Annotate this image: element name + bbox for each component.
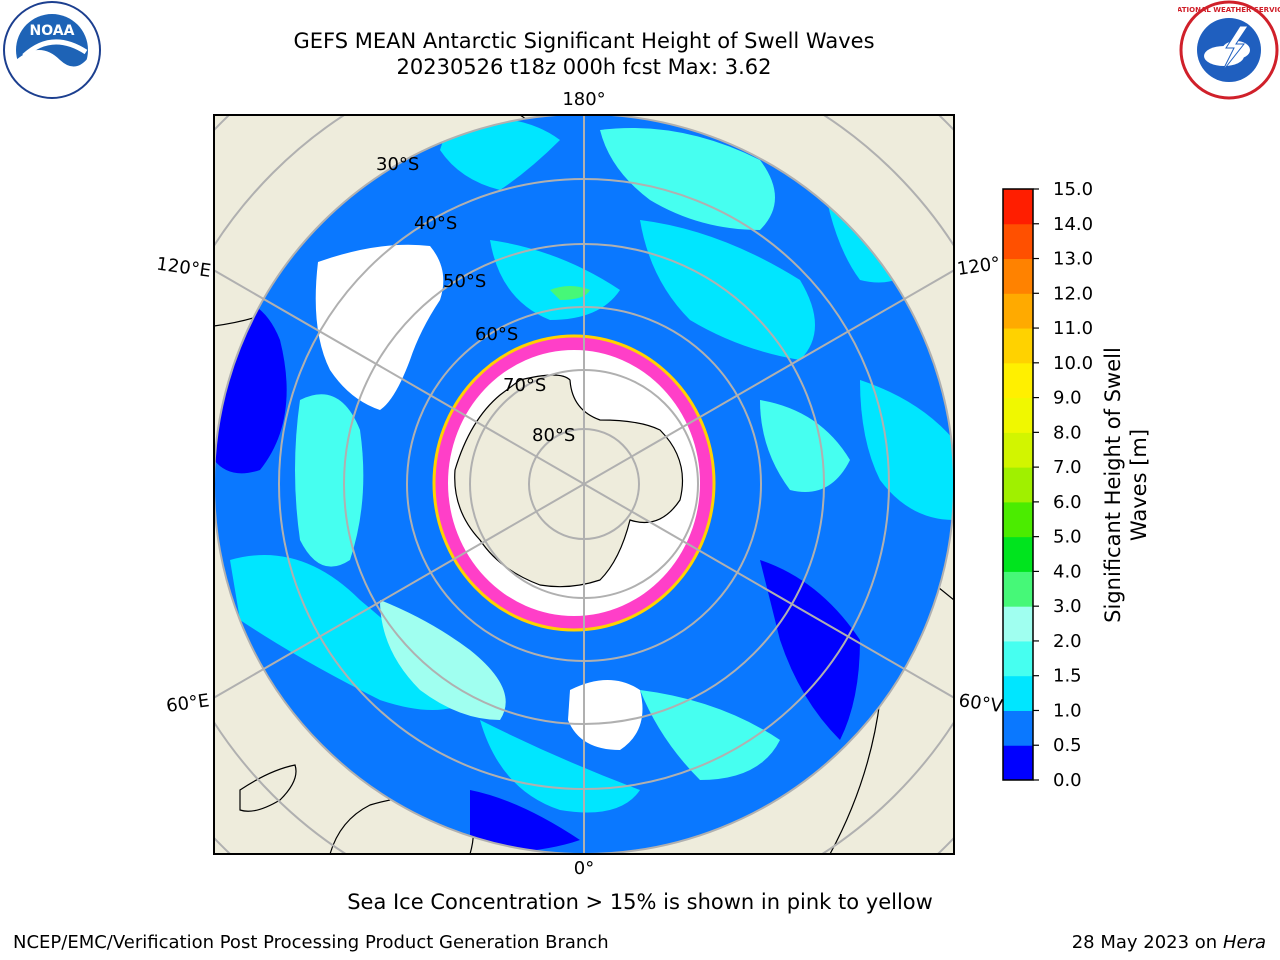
colorbar-tick-label: 0.0	[1053, 770, 1082, 791]
sea-ice-note: Sea Ice Concentration > 15% is shown in …	[347, 890, 933, 914]
colorbar-swatch	[1003, 362, 1033, 399]
colorbar-tick-label: 4.0	[1053, 561, 1082, 582]
colorbar-swatch	[1003, 640, 1033, 677]
lon-label-60e: 60°E	[165, 690, 211, 717]
kerguelen-white-mask	[568, 680, 643, 750]
colorbar-tick-label: 13.0	[1053, 249, 1093, 270]
colorbar-swatch	[1003, 223, 1033, 260]
colorbar-swatch	[1003, 258, 1033, 294]
map-title-line2: 20230526 t18z 000h fcst Max: 3.62	[396, 55, 772, 79]
colorbar-swatch	[1003, 397, 1033, 433]
colorbar-tick-label: 5.0	[1053, 527, 1082, 548]
lat-label-60: 60°S	[475, 324, 518, 345]
colorbar-title: Significant Height of Swell Waves [m]	[1100, 305, 1160, 665]
colorbar-title-line2: Waves [m]	[1127, 428, 1151, 542]
map-frame	[213, 114, 955, 855]
credit-left: NCEP/EMC/Verification Post Processing Pr…	[13, 932, 609, 953]
lon-label-60w: 60°V	[957, 690, 1004, 717]
colorbar-tick-label: 2.0	[1053, 631, 1082, 652]
colorbar-swatch	[1003, 293, 1033, 329]
antarctica-land	[454, 374, 684, 588]
colorbar-swatch	[1003, 536, 1033, 572]
lat-label-40: 40°S	[414, 213, 457, 234]
colorbar-tick-label: 9.0	[1053, 388, 1082, 409]
colorbar-tick-label: 11.0	[1053, 318, 1093, 339]
nws-logo-text: NATIONAL WEATHER SERVICE	[1178, 6, 1280, 14]
lon-label-180: 180°	[562, 89, 605, 110]
colorbar-tick-label: 7.0	[1053, 457, 1082, 478]
swell-patches	[214, 117, 954, 854]
noaa-logo: NOAA	[3, 1, 101, 99]
colorbar-tick-label: 1.0	[1053, 700, 1082, 721]
madagascar-land	[239, 764, 297, 812]
lat-label-70: 70°S	[503, 375, 546, 396]
colorbar-frame	[1002, 188, 1034, 781]
colorbar-swatch	[1003, 571, 1033, 607]
credit-right: 28 May 2023 on Hera	[1072, 932, 1266, 953]
colorbar-swatch	[1003, 606, 1033, 642]
colorbar-tick-label: 3.0	[1053, 596, 1082, 617]
colorbar-tick-label: 14.0	[1053, 214, 1093, 235]
colorbar-swatch	[1003, 675, 1033, 711]
credit-host: Hera	[1222, 932, 1266, 953]
australia-white-mask	[315, 244, 444, 410]
lat-label-30: 30°S	[376, 154, 419, 175]
lon-label-120e: 120°E	[155, 254, 212, 282]
colorbar-tick-label: 15.0	[1053, 179, 1093, 200]
colorbar: 0.0 0.5 1.0 1.5 2.0 3.0 4.0 5.0 6.0 7.0 8.0 9.0 10.0…	[1002, 179, 1093, 791]
noaa-logo-text: NOAA	[30, 23, 75, 39]
graticule	[214, 115, 954, 854]
colorbar-title-line1: Significant Height of Swell	[1101, 347, 1125, 623]
colorbar-swatch	[1003, 189, 1033, 225]
lat-label-80: 80°S	[532, 425, 575, 446]
colorbar-tick-label: 10.0	[1053, 353, 1093, 374]
nws-logo: NATIONAL WEATHER SERVICE	[1178, 0, 1280, 100]
colorbar-swatch	[1003, 501, 1033, 538]
lat-label-50: 50°S	[443, 271, 486, 292]
colorbar-tick-label: 8.0	[1053, 422, 1082, 443]
colorbar-swatch	[1003, 745, 1033, 781]
colorbar-tick-label: 0.5	[1053, 735, 1082, 756]
colorbar-swatch	[1003, 432, 1033, 468]
colorbar-tick-label: 12.0	[1053, 283, 1093, 304]
colorbar-swatch	[1003, 467, 1033, 503]
colorbar-tick-label: 6.0	[1053, 492, 1082, 513]
colorbar-swatch	[1003, 328, 1033, 364]
lon-label-120w: 120°	[956, 253, 1002, 280]
credit-date: 28 May 2023 on	[1071, 932, 1218, 953]
map-title-line1: GEFS MEAN Antarctic Significant Height o…	[293, 29, 875, 53]
colorbar-tick-label: 1.5	[1053, 666, 1082, 687]
lon-label-0: 0°	[574, 858, 594, 879]
colorbar-swatch	[1003, 710, 1033, 746]
